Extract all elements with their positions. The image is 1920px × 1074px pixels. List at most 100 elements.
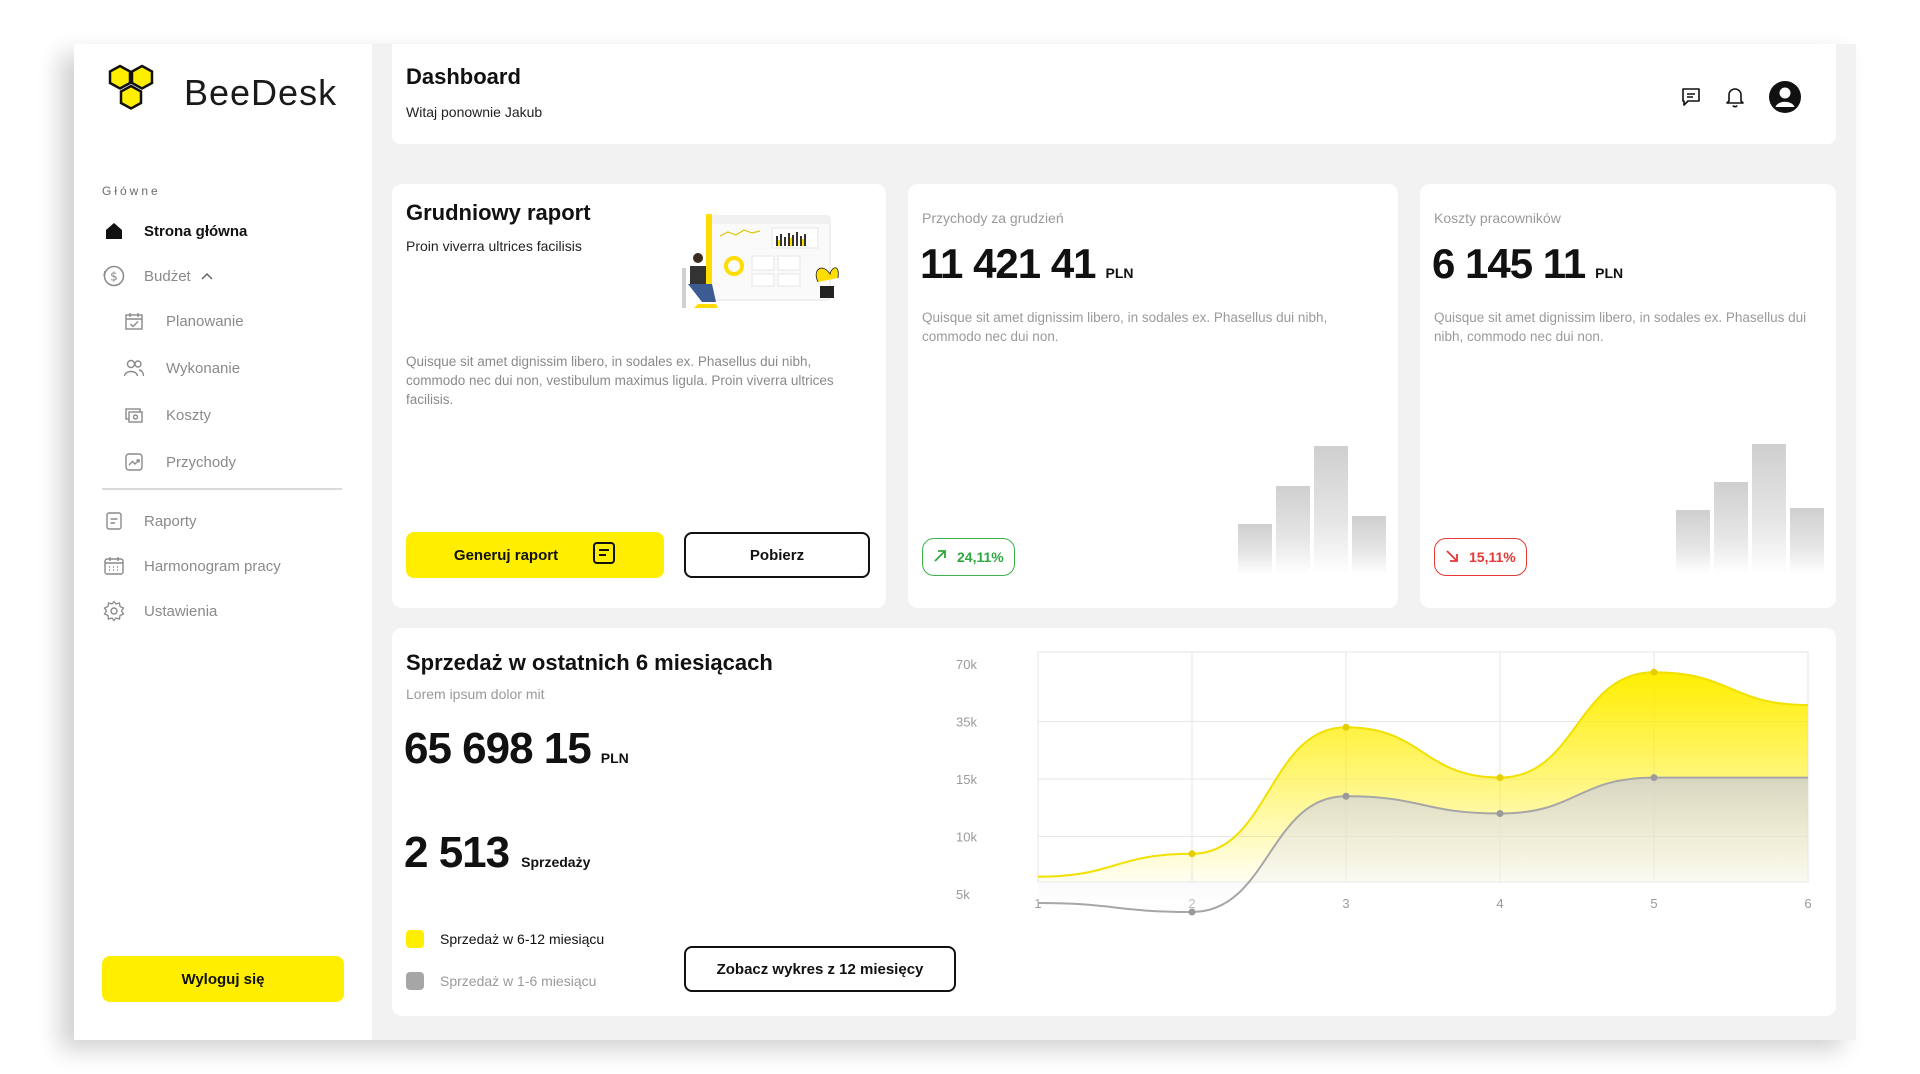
calendar-icon: [102, 554, 126, 578]
chevron-up-icon[interactable]: [201, 269, 213, 283]
chart-y-axis: 70k 35k 15k 10k 5k: [956, 657, 977, 902]
sidebar-item-execution[interactable]: Wykonanie: [122, 353, 342, 383]
users-icon: [122, 356, 146, 380]
report-title: Grudniowy raport: [406, 200, 591, 225]
document-icon: [592, 541, 616, 569]
sales-subtitle: Lorem ipsum dolor mit: [406, 686, 545, 702]
change-value: 24,11%: [957, 549, 1004, 565]
mini-bar: [1676, 510, 1710, 574]
data-point: [1188, 908, 1196, 916]
sidebar-item-label: Wykonanie: [166, 359, 241, 377]
sidebar-item-label: Koszty: [166, 406, 212, 424]
chart-legend: Sprzedaż w 6-12 miesiącu Sprzedaż w 1-6 …: [406, 928, 604, 1012]
user-avatar-icon[interactable]: [1768, 80, 1802, 114]
y-tick-label: 35k: [956, 715, 977, 730]
report-illustration: [672, 210, 862, 328]
mini-bar: [1238, 524, 1272, 574]
legend-item[interactable]: Sprzedaż w 6-12 miesiącu: [406, 928, 604, 950]
series-area-gray: [1038, 777, 1808, 912]
x-tick-label: 5: [1650, 896, 1657, 911]
sidebar-nav: Strona główna $ Budżet Planowanie: [102, 216, 342, 641]
logo[interactable]: BeeDesk: [104, 62, 337, 124]
data-point: [1496, 774, 1504, 782]
stat-currency: PLN: [1595, 265, 1624, 281]
sidebar-item-label: Przychody: [166, 453, 237, 471]
download-button[interactable]: Pobierz: [684, 532, 870, 578]
sidebar-item-label: Planowanie: [166, 312, 244, 330]
legend-swatch-gray: [406, 972, 424, 990]
mini-bar: [1314, 446, 1348, 574]
y-tick-label: 10k: [956, 830, 977, 845]
data-point: [1650, 774, 1658, 782]
sidebar-item-schedule[interactable]: Harmonogram pracy: [102, 551, 342, 581]
submenu-divider: [102, 488, 342, 490]
header-actions: [1680, 80, 1802, 114]
report-description: Quisque sit amet dignissim libero, in so…: [406, 354, 834, 407]
stat-currency: PLN: [1105, 265, 1134, 281]
sidebar-item-planning[interactable]: Planowanie: [122, 306, 342, 336]
sales-count-label: Sprzedaży: [521, 854, 591, 870]
sidebar-item-revenue[interactable]: Przychody: [122, 447, 342, 477]
y-tick-label: 70k: [956, 657, 977, 672]
mini-bar: [1714, 482, 1748, 574]
trend-up-icon: [122, 450, 146, 474]
stat-number: 11 421 41: [920, 240, 1097, 287]
december-report-card: Grudniowy raport Proin viverra ultrices …: [392, 184, 886, 608]
calendar-check-icon: [122, 309, 146, 333]
y-tick-label: 15k: [956, 772, 977, 787]
change-badge-down: 15,11%: [1434, 538, 1527, 576]
sidebar-item-settings[interactable]: Ustawienia: [102, 596, 342, 626]
legend-swatch-yellow: [406, 930, 424, 948]
sales-count-number: 2 513: [404, 828, 510, 877]
sales-total: 65 698 15 PLN: [404, 724, 629, 774]
generate-report-button[interactable]: Generuj raport: [406, 532, 664, 578]
sales-total-currency: PLN: [600, 750, 629, 766]
logout-button[interactable]: Wyloguj się: [102, 956, 344, 1002]
sidebar-item-costs[interactable]: Koszty: [122, 400, 342, 430]
revenue-stat-card: Przychody za grudzień 11 421 41 PLN Quis…: [908, 184, 1398, 608]
legend-label: Sprzedaż w 6-12 miesiącu: [440, 931, 605, 947]
y-tick-label: 5k: [956, 887, 970, 902]
bell-icon[interactable]: [1724, 85, 1746, 109]
legend-item[interactable]: Sprzedaż w 1-6 miesiącu: [406, 970, 604, 992]
data-point: [1342, 792, 1350, 800]
change-badge-up: 24,11%: [922, 538, 1015, 576]
x-tick-label: 6: [1804, 896, 1811, 911]
view-12-months-button[interactable]: Zobacz wykres z 12 miesięcy: [684, 946, 956, 992]
data-point: [1496, 810, 1504, 817]
sidebar-item-label: Ustawienia: [144, 602, 218, 620]
stat-number: 6 145 11: [1432, 240, 1586, 287]
series-line-yellow: [1037, 671, 1809, 878]
sidebar-item-label: Harmonogram pracy: [144, 557, 281, 575]
honeycomb-logo-icon: [108, 64, 154, 110]
mini-bar: [1352, 516, 1386, 574]
sidebar-item-budget[interactable]: $ Budżet: [102, 261, 342, 291]
mini-bar: [1276, 486, 1310, 574]
sidebar-item-label: Raporty: [144, 512, 197, 530]
dollar-circle-icon: $: [102, 264, 126, 288]
page-title: Dashboard: [406, 64, 521, 89]
sidebar-item-home[interactable]: Strona główna: [102, 216, 342, 246]
chart-series: [1037, 668, 1809, 916]
welcome-text: Witaj ponownie Jakub: [406, 104, 543, 120]
sidebar-item-label: Budżet: [144, 267, 191, 285]
stat-label: Przychody za grudzień: [922, 210, 1064, 226]
message-icon[interactable]: [1680, 86, 1702, 108]
sidebar-item-reports[interactable]: Raporty: [102, 506, 342, 536]
arrow-up-right-icon: [933, 549, 947, 566]
stat-value: 11 421 41 PLN: [920, 240, 1134, 288]
stat-description: Quisque sit amet dignissim libero, in so…: [922, 310, 1328, 344]
top-header: Dashboard Witaj ponownie Jakub: [392, 44, 1836, 144]
costs-mini-bars: [1676, 444, 1824, 574]
app-window: BeeDesk Główne Strona główna $ Budżet: [74, 44, 1856, 1040]
home-icon: [102, 219, 126, 243]
sales-card: Sprzedaż w ostatnich 6 miesiącach Lorem …: [392, 628, 1836, 1016]
report-subtitle: Proin viverra ultrices facilisis: [406, 238, 582, 254]
employee-costs-card: Koszty pracowników 6 145 11 PLN Quisque …: [1420, 184, 1836, 608]
svg-text:$: $: [110, 270, 118, 284]
data-point: [1342, 723, 1350, 731]
budget-submenu: Planowanie Wykonanie Koszty: [102, 306, 342, 490]
gear-icon: [102, 599, 126, 623]
sales-count: 2 513 Sprzedaży: [404, 828, 590, 878]
